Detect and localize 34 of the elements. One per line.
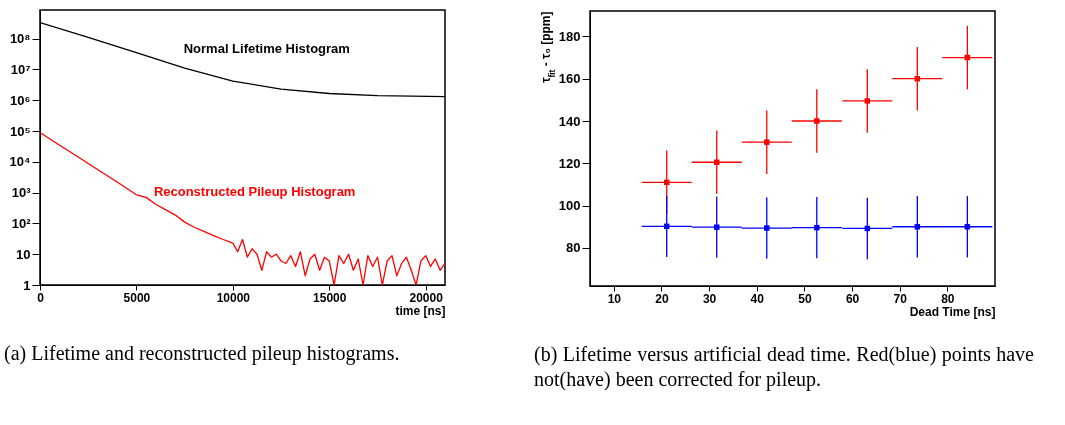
y-tick-label: 140 [558,113,581,129]
x-tick-label: 20 [655,291,669,306]
y-tick-label: 10⁷ [10,61,31,77]
text: (a) Lifetime and reconstructed pileup histograms. [4,341,401,366]
y-tick-label: 100 [558,198,581,214]
x-tick-label: 15000 [313,290,347,305]
y-tick-label: 120 [558,155,581,171]
x-tick-label: 10000 [216,290,251,305]
x-tick-label: 70 [893,291,908,306]
y-tick-label: 10³ [11,185,32,201]
y-tick-label: 160 [558,71,581,87]
x-tick-label: 50 [798,291,812,306]
series-label: Reconstructed Pileup Histogram [153,183,356,199]
text: (b) Lifetime versus artificial dead time. Red(blue) points have not(have) been corrected for pileup. [534,342,1034,392]
y-tick-label: 80 [566,240,581,256]
x-tick-label: 30 [702,291,717,306]
x-tick-label: 60 [845,291,860,306]
y-tick-label: 10⁴ [9,154,31,170]
x-tick-label: 10 [607,291,622,306]
y-tick-label: 10⁶ [10,92,31,108]
y-tick-label: 10⁸ [9,31,31,47]
x-tick-label: 40 [750,291,765,306]
x-axis-title: Dead Time [ns] [909,304,996,319]
x-tick-label: 0 [37,290,45,305]
x-tick-label: 20000 [409,290,444,305]
x-tick-label: 80 [941,291,955,306]
series-label: Normal Lifetime Histogram [183,40,350,56]
x-axis-title: time [ns] [395,303,446,318]
y-tick-label: 1 [23,277,31,293]
y-tick-label: 180 [558,28,581,44]
y-tick-label: 10⁵ [9,123,31,139]
y-tick-label: 10² [11,215,32,231]
x-tick-label: 5000 [123,290,151,305]
y-tick-label: 10 [16,246,31,262]
